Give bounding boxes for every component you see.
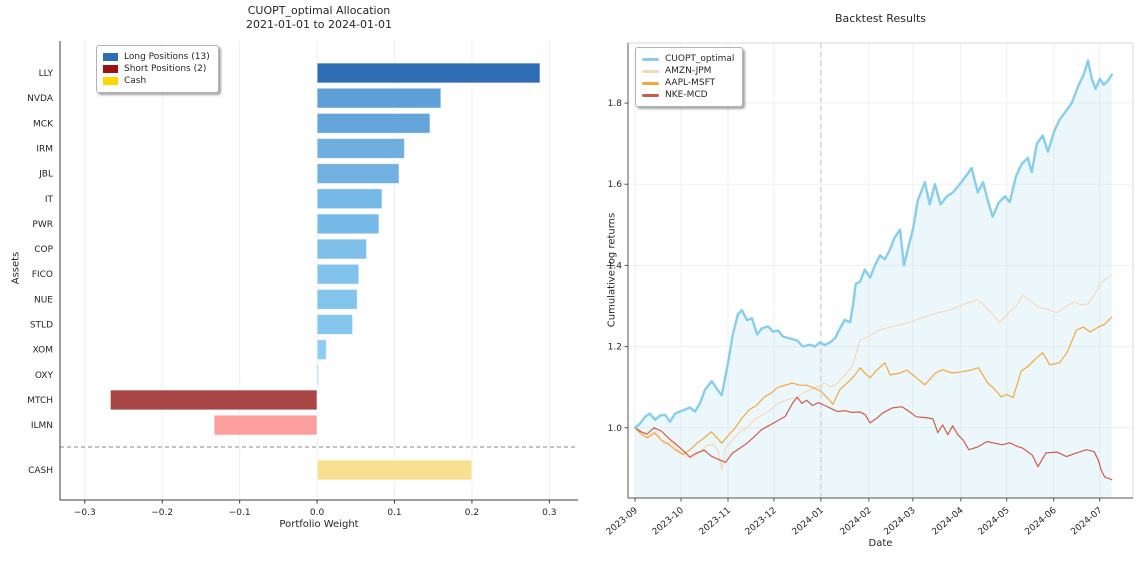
asset-tick-label: JBL — [38, 170, 53, 180]
allocation-bar-ILMN — [213, 414, 318, 436]
x-tick-label: 2023-11 — [698, 506, 733, 538]
allocation-bar-IT — [316, 188, 383, 210]
x-tick-label: 2023-09 — [605, 505, 640, 537]
x-tick-label: 2024-04 — [930, 505, 965, 537]
legend-swatch — [103, 53, 118, 61]
asset-tick-label: ILMN — [31, 421, 53, 431]
asset-tick-label: OXY — [35, 371, 54, 381]
x-tick-label: 2023-10 — [651, 505, 686, 537]
y-tick-label: 1.0 — [608, 424, 623, 434]
asset-tick-label: XOM — [33, 346, 53, 356]
series-line-AMZN-JPM — [634, 274, 1113, 471]
legend-label: CUOPT_optimal — [665, 54, 735, 64]
legend-swatch — [103, 65, 118, 73]
legend-item: CUOPT_optimal — [642, 54, 734, 64]
allocation-bar-IRM — [316, 137, 406, 159]
legend-label: Short Positions (2) — [124, 64, 207, 74]
asset-tick-label: PWR — [32, 220, 53, 230]
x-tick-label: 2023-12 — [744, 506, 779, 538]
allocation-chart-panel: CUOPT_optimal Allocation 2021-01-01 to 2… — [11, 4, 578, 530]
legend-label: NKE-MCD — [665, 90, 708, 100]
y-tick-label: 1.4 — [608, 261, 623, 271]
backtest-chart-title: Backtest Results — [834, 12, 927, 25]
legend-label: AMZN-JPM — [665, 66, 712, 76]
legend-label: Cash — [124, 76, 147, 86]
allocation-bar-COP — [316, 238, 368, 260]
x-tick-label: 0.0 — [310, 508, 325, 518]
asset-tick-label: CASH — [28, 466, 53, 476]
asset-tick-label: LLY — [39, 69, 54, 79]
allocation-bar-STLD — [316, 314, 354, 335]
x-tick-label: 2024-05 — [976, 506, 1011, 538]
x-tick-label: 2024-01 — [791, 506, 826, 538]
asset-tick-label: MCK — [33, 119, 54, 129]
legend-item: NKE-MCD — [642, 90, 734, 100]
asset-tick-label: IRM — [36, 144, 53, 154]
series-line-AAPL-MSFT — [634, 316, 1113, 455]
series-line-CUOPT_optimal — [633, 59, 1113, 429]
legend-item: AAPL-MSFT — [642, 78, 734, 88]
area-fill-CUOPT_optimal — [635, 60, 1112, 498]
allocation-chart-title: CUOPT_optimal Allocation 2021-01-01 to 2… — [246, 4, 392, 32]
legend-line-swatch — [642, 57, 659, 61]
x-tick-label: −0.3 — [74, 508, 96, 518]
x-tick-label: 2024-02 — [839, 506, 874, 538]
y-tick-label: 1.8 — [608, 99, 623, 109]
allocation-bar-JBL — [316, 163, 400, 185]
legend-item: Long Positions (13) — [103, 52, 210, 62]
x-tick-label: 0.3 — [542, 508, 556, 518]
x-tick-label: 0.2 — [465, 508, 479, 518]
allocation-bar-MCK — [316, 112, 431, 134]
allocation-bar-NVDA — [316, 87, 442, 109]
allocation-bar-FICO — [316, 263, 360, 285]
legend-swatch — [103, 77, 118, 85]
legend-line-swatch — [642, 81, 659, 85]
allocation-bar-NUE — [316, 288, 358, 310]
backtest-xlabel: Date — [868, 538, 893, 549]
asset-tick-label: COP — [34, 245, 53, 255]
asset-tick-label: NUE — [34, 295, 53, 305]
asset-tick-label: FICO — [32, 270, 53, 280]
allocation-bar-LLY — [316, 62, 541, 84]
x-tick-label: −0.2 — [151, 508, 173, 518]
allocation-xlabel: Portfolio Weight — [279, 519, 359, 530]
legend-line-swatch — [642, 69, 659, 73]
y-tick-label: 1.2 — [608, 343, 622, 353]
x-tick-label: 0.1 — [387, 508, 401, 518]
legend-line-swatch — [642, 93, 659, 97]
backtest-chart-panel: Backtest Results Cumulative log returns … — [600, 0, 1140, 566]
x-tick-label: 2024-07 — [1069, 506, 1104, 538]
backtest-plot: 1.0 1.2 1.4 1.6 1.8 2023-09 2023-10 2023-11 2023… — [605, 42, 1134, 538]
asset-tick-label: IT — [45, 195, 54, 205]
allocation-bar-MTCH — [109, 389, 318, 411]
x-tick-label: 2024-06 — [1023, 505, 1058, 537]
allocation-bar-PWR — [316, 213, 380, 235]
allocation-bar-CASH — [316, 459, 473, 481]
series-line-NKE-MCD — [634, 396, 1113, 481]
asset-tick-label: STLD — [30, 321, 53, 331]
x-tick-label: 2024-03 — [883, 506, 918, 538]
legend-label: AAPL-MSFT — [665, 78, 716, 88]
y-tick-label: 1.6 — [608, 180, 623, 190]
allocation-bar-OXY — [316, 364, 320, 386]
backtest-legend: CUOPT_optimal AMZN-JPM AAPL-MSFT NKE-MCD — [635, 47, 744, 107]
asset-tick-label: MTCH — [27, 396, 53, 406]
x-tick-label: −0.1 — [229, 508, 251, 518]
allocation-legend: Long Positions (13) Short Positions (2) Ca… — [96, 45, 219, 93]
legend-item: Cash — [103, 76, 210, 86]
legend-label: Long Positions (13) — [124, 52, 210, 62]
legend-item: AMZN-JPM — [642, 66, 734, 76]
asset-tick-label: NVDA — [27, 94, 54, 104]
allocation-bar-XOM — [316, 339, 327, 361]
legend-item: Short Positions (2) — [103, 64, 210, 74]
allocation-plot: LLY NVDA MCK IRM JBL IT PWR COP FICO NUE STLD XOM OX… — [27, 41, 578, 518]
